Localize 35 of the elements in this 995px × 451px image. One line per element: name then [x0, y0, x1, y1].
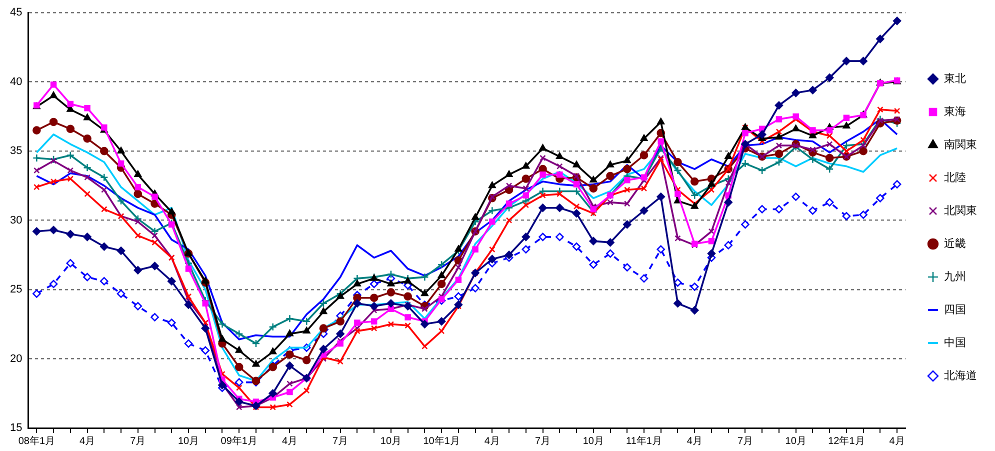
x-tick-label: 4月 [282, 436, 298, 447]
x-tick-label: 08年1月 [18, 434, 56, 447]
x-tick-label: 7月 [737, 436, 754, 447]
x-tick-label: 10月 [785, 436, 806, 447]
x-tick-label: 10月 [582, 436, 604, 447]
x-tick-label: 11年1月 [626, 434, 662, 447]
x-tick-label: 12年1月 [828, 434, 865, 447]
legend-label: 北関東 [944, 204, 977, 217]
y-tick-label: 25 [10, 284, 22, 296]
x-tick-label: 4月 [686, 436, 702, 447]
legend-label: 九州 [944, 270, 966, 283]
legend-label: 近畿 [944, 236, 966, 250]
legend-label: 中国 [944, 336, 966, 349]
y-tick-label: 45 [10, 6, 22, 19]
y-tick-label: 15 [10, 422, 22, 434]
x-tick-label: 7月 [535, 436, 551, 447]
y-tick-label: 20 [10, 352, 22, 365]
y-tick-label: 40 [10, 76, 22, 88]
legend-label: 四国 [944, 302, 966, 316]
x-tick-label: 7月 [130, 436, 146, 447]
x-tick-label: 4月 [484, 436, 500, 447]
x-tick-label: 09年1月 [220, 434, 258, 447]
x-tick-label: 7月 [332, 436, 348, 447]
legend-label: 北陸 [944, 170, 966, 184]
x-tick-label: 10月 [178, 436, 200, 447]
x-tick-label: 10年1月 [423, 434, 460, 447]
legend-label: 東北 [944, 72, 966, 85]
y-tick-label: 30 [10, 214, 22, 226]
y-tick-label: 35 [10, 145, 22, 158]
x-tick-label: 4月 [80, 436, 96, 447]
x-tick-label: 4月 [889, 436, 905, 447]
legend-label: 北海道 [944, 368, 977, 382]
x-tick-label: 10月 [380, 436, 402, 447]
legend-label: 南関東 [944, 138, 977, 151]
legend-label: 東海 [944, 104, 966, 118]
